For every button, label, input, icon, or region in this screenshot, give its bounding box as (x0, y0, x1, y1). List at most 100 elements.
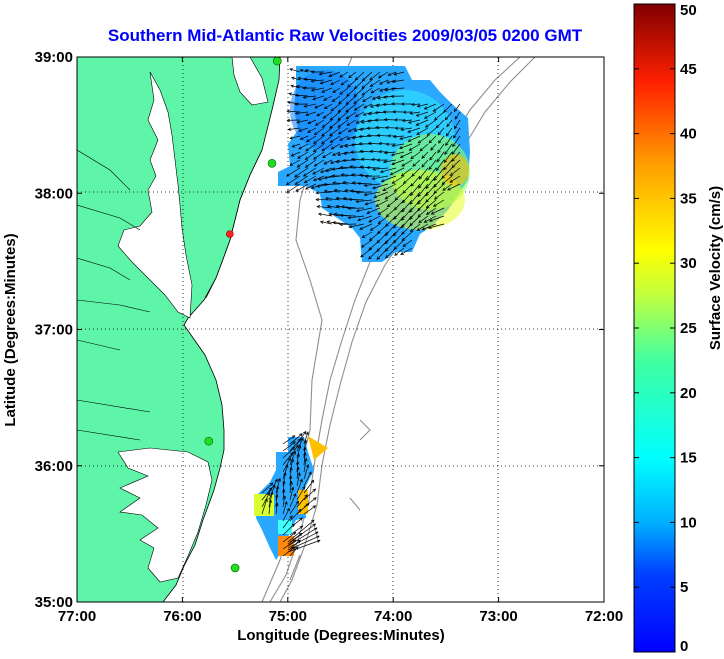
velocity-arrowhead (338, 131, 342, 135)
velocity-arrowhead (368, 219, 373, 223)
velocity-arrowhead (321, 124, 326, 128)
velocity-arrowhead (393, 188, 398, 192)
velocity-arrow (436, 151, 445, 163)
velocity-arrowhead (297, 438, 302, 443)
velocity-arrow (416, 119, 429, 126)
velocity-arrow (369, 231, 381, 241)
velocity-arrowhead (361, 92, 366, 96)
velocity-arrow (370, 223, 381, 231)
velocity-arrowhead (292, 450, 296, 455)
velocity-arrowhead (286, 173, 290, 177)
velocity-arrow (304, 175, 317, 184)
velocity-arrow (388, 71, 397, 76)
velocity-arrowhead (407, 138, 412, 142)
velocity-arrow (409, 143, 421, 151)
velocity-arrowhead (323, 182, 327, 186)
velocity-arrow (394, 183, 405, 192)
velocity-arrow (324, 190, 341, 193)
velocity-arrowhead (416, 131, 420, 135)
velocity-arrowhead (363, 192, 368, 197)
velocity-arrowhead (323, 175, 328, 180)
velocity-arrow (312, 95, 325, 100)
velocity-arrowhead (362, 98, 366, 102)
velocity-arrowhead (357, 181, 361, 186)
velocity-arrow (384, 151, 397, 154)
colorbar-tick-label: 10 (680, 514, 697, 531)
velocity-arrow (382, 183, 397, 191)
velocity-arrow (289, 458, 294, 473)
velocity-arrow (320, 79, 333, 84)
velocity-arrow (378, 71, 389, 79)
velocity-arrowhead (353, 100, 358, 105)
velocity-arrow (365, 199, 381, 205)
velocity-arrow (289, 135, 301, 139)
velocity-arrow (391, 87, 405, 90)
velocity-arrow (431, 207, 445, 215)
velocity-arrow (437, 127, 445, 136)
velocity-arrowhead (401, 163, 405, 167)
velocity-arrow (287, 531, 319, 549)
velocity-arrow (436, 119, 445, 128)
velocity-arrowhead (417, 193, 421, 198)
velocity-arrowhead (350, 157, 355, 162)
velocity-arrow (438, 135, 445, 144)
velocity-arrowhead (315, 197, 320, 202)
velocity-arrowhead (328, 212, 332, 216)
velocity-arrowhead (295, 188, 299, 192)
velocity-arrowhead (407, 120, 412, 124)
velocity-arrow (393, 223, 405, 237)
velocity-arrowhead (376, 133, 381, 138)
velocity-arrow (340, 167, 357, 169)
velocity-arrow (282, 472, 286, 487)
velocity-arrowhead (390, 94, 394, 98)
velocity-arrow (356, 199, 373, 203)
velocity-arrowhead (266, 492, 270, 496)
y-tick-label: 38:00 (35, 185, 73, 202)
velocity-arrow (282, 501, 288, 515)
velocity-arrow (339, 135, 349, 141)
velocity-arrows-north (285, 68, 461, 260)
velocity-arrowhead (350, 150, 354, 154)
velocity-arrowhead (335, 160, 340, 164)
velocity-arrowhead (409, 111, 413, 115)
velocity-arrowhead (298, 532, 303, 537)
velocity-arrow (300, 135, 309, 140)
velocity-arrow (421, 159, 429, 168)
velocity-arrowhead (366, 119, 371, 123)
velocity-arrowhead (375, 203, 380, 207)
velocity-arrowhead (409, 216, 413, 220)
velocity-arrowhead (290, 153, 295, 157)
x-tick-label: 72:00 (585, 608, 623, 625)
velocity-arrowhead (360, 244, 365, 248)
velocity-arrow (443, 159, 453, 170)
velocity-arrow (368, 239, 381, 251)
velocity-arrowhead (305, 148, 309, 152)
velocity-arrow (345, 103, 357, 113)
velocity-arrow (409, 199, 421, 213)
velocity-arrow (311, 79, 325, 82)
velocity-arrowhead (364, 174, 369, 178)
velocity-arrowhead (331, 98, 336, 103)
velocity-arrowhead (291, 435, 296, 439)
velocity-arrow (295, 183, 309, 192)
velocity-arrowhead (290, 486, 295, 491)
velocity-arrowhead (358, 142, 363, 146)
velocity-arrowhead (299, 433, 303, 437)
velocity-arrowhead (344, 144, 349, 148)
velocity-arrow (393, 239, 405, 250)
velocity-arrowhead (382, 110, 387, 114)
velocity-arrowhead (436, 158, 440, 163)
velocity-arrow (282, 441, 296, 452)
velocity-arrowhead (393, 246, 397, 250)
velocity-arrowhead (297, 472, 301, 476)
velocity-arrow (392, 79, 405, 83)
velocity-arrow (320, 221, 333, 225)
colorbar-tick-label: 15 (680, 450, 697, 467)
velocity-arrowhead (272, 484, 276, 489)
velocity-arrow (437, 143, 445, 153)
velocity-arrowhead (285, 464, 289, 468)
velocity-arrow (417, 207, 429, 218)
velocity-arrowhead (427, 225, 432, 229)
velocity-arrow (339, 143, 349, 148)
velocity-arrows-south (261, 430, 321, 557)
